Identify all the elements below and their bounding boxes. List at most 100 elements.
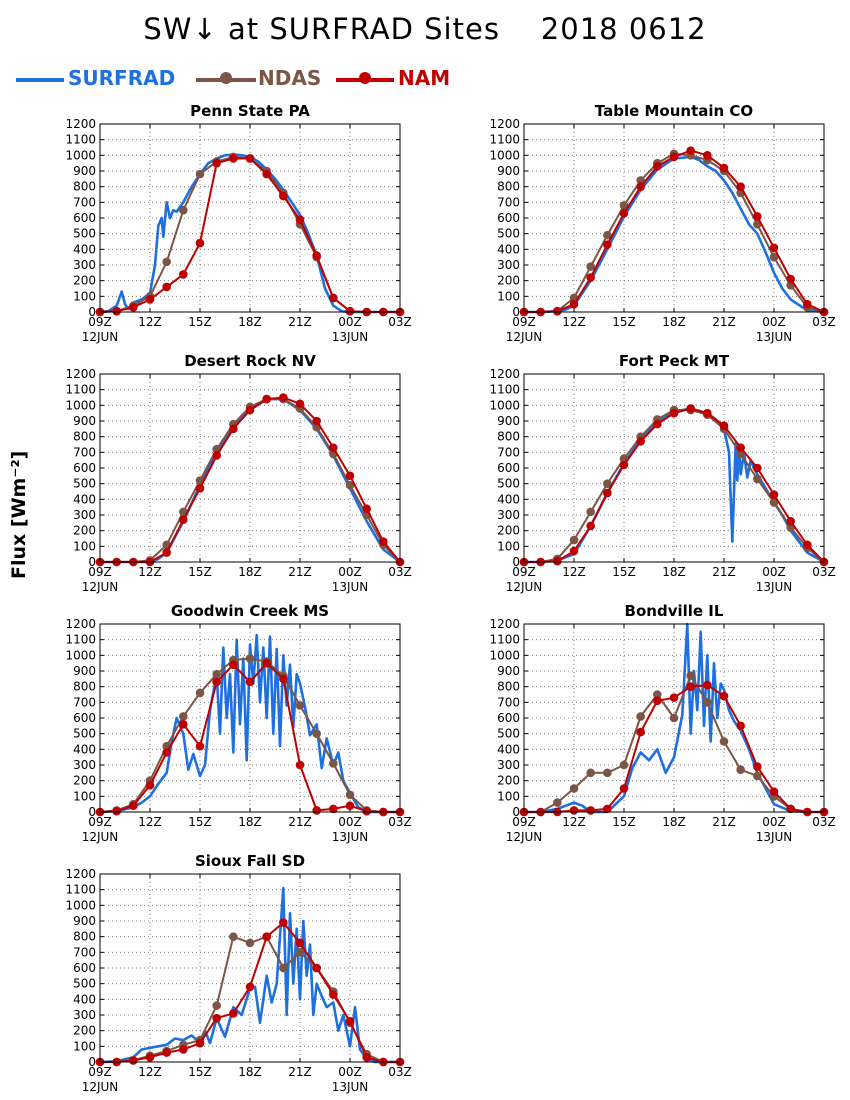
y-tick-label: 400: [497, 742, 520, 756]
y-tick-label: 400: [73, 242, 96, 256]
data-point-nam: [162, 548, 171, 557]
panel-fort-peck-mt: Fort Peck MT 09Z 12Z 15Z 18Z 21Z 00Z 03Z 12JUN 13…: [489, 352, 835, 594]
panel-title: Sioux Fall SD: [195, 852, 305, 870]
data-point-ndas: [162, 257, 171, 267]
x-tick-label: 12Z: [562, 565, 586, 579]
y-tick-label: 400: [73, 492, 96, 506]
y-tick-label: 1200: [489, 117, 520, 131]
y-tick-label: 900: [73, 414, 96, 428]
x-tick-label: 03Z: [812, 815, 836, 829]
x-tick-label: 18Z: [662, 815, 686, 829]
data-point-nam: [719, 691, 729, 701]
data-point-nam: [786, 804, 795, 814]
y-tick-label: 500: [73, 977, 96, 991]
data-point-nam: [603, 804, 612, 814]
data-point-nam: [145, 1053, 155, 1062]
x-tick-label: 15Z: [612, 315, 636, 329]
x-tick-label: 15Z: [188, 565, 212, 579]
data-point-ndas: [636, 712, 645, 721]
data-point-ndas: [179, 712, 188, 721]
data-point-nam: [669, 408, 679, 418]
y-tick-label: 800: [73, 430, 96, 444]
x-tick-label: 21Z: [712, 815, 736, 829]
panel-sioux-fall-sd: Sioux Fall SD 09Z 12Z 15Z 18Z 21Z 00Z 03Z 12JUN 1…: [65, 852, 411, 1094]
y-tick-label: 1100: [489, 133, 520, 147]
plot-frame: [99, 623, 401, 813]
plot-frame: [523, 123, 825, 313]
data-point-nam: [279, 674, 288, 684]
data-point-nam: [786, 274, 795, 284]
y-tick-label: 500: [73, 477, 96, 491]
data-point-nam: [112, 806, 121, 816]
date-label: 12JUN: [82, 830, 119, 844]
panel-title: Desert Rock NV: [184, 352, 316, 370]
y-tick-label: 0: [512, 805, 520, 819]
x-tick-label: 09Z: [88, 565, 112, 579]
y-tick-label: 700: [73, 945, 96, 959]
x-tick-label: 21Z: [288, 315, 312, 329]
data-point-ndas: [753, 474, 762, 484]
data-point-nam: [569, 546, 579, 556]
y-tick-label: 200: [73, 274, 96, 288]
data-point-nam: [262, 169, 271, 179]
plot-frame: [99, 873, 401, 1063]
data-point-ndas: [569, 535, 579, 545]
y-tick-label: 1000: [489, 148, 520, 162]
data-point-nam: [162, 748, 171, 757]
y-tick-label: 800: [497, 680, 520, 694]
x-tick-label: 09Z: [512, 815, 536, 829]
y-tick-label: 1100: [489, 633, 520, 647]
y-tick-label: 200: [497, 774, 520, 788]
y-tick-label: 900: [73, 914, 96, 928]
legend-line: [16, 78, 64, 82]
data-point-nam: [129, 303, 138, 312]
data-point-nam: [145, 781, 155, 790]
date-label: 12JUN: [82, 580, 119, 594]
y-tick-label: 500: [497, 227, 520, 241]
y-tick-label: 400: [497, 492, 520, 506]
data-point-nam: [586, 806, 595, 815]
x-tick-label: 15Z: [188, 315, 212, 329]
data-point-nam: [753, 762, 762, 771]
date-label: 13JUN: [332, 1080, 369, 1094]
plot-frame: [523, 373, 825, 563]
plot-frame: [523, 623, 825, 813]
data-point-nam: [179, 1045, 188, 1054]
y-tick-label: 500: [73, 727, 96, 741]
data-point-ndas: [553, 798, 562, 807]
data-point-nam: [212, 158, 221, 168]
x-tick-label: 18Z: [238, 815, 262, 829]
data-point-ndas: [345, 790, 355, 800]
data-point-nam: [619, 784, 629, 793]
data-point-ndas: [586, 507, 595, 517]
y-tick-label: 900: [497, 664, 520, 678]
data-point-nam: [736, 182, 745, 191]
y-tick-label: 300: [73, 758, 96, 772]
data-point-nam: [129, 801, 138, 811]
y-tick-label: 1200: [489, 617, 520, 631]
legend-marker: [220, 72, 232, 84]
x-tick-label: 21Z: [288, 1065, 312, 1079]
data-point-nam: [295, 938, 305, 948]
data-point-nam: [736, 721, 745, 731]
legend-label: NAM: [398, 66, 451, 90]
x-tick-label: 09Z: [88, 315, 112, 329]
data-point-nam: [569, 806, 579, 815]
y-tick-label: 100: [73, 1039, 96, 1053]
data-point-nam: [753, 212, 762, 221]
data-point-nam: [669, 693, 679, 702]
x-tick-label: 00Z: [762, 315, 786, 329]
data-point-nam: [329, 990, 338, 999]
y-tick-label: 1200: [65, 117, 96, 131]
y-tick-label: 200: [497, 274, 520, 288]
x-tick-label: 00Z: [338, 1065, 362, 1079]
x-tick-label: 15Z: [612, 815, 636, 829]
data-point-nam: [586, 521, 595, 531]
data-point-nam: [229, 424, 238, 434]
data-point-nam: [653, 419, 662, 429]
y-tick-label: 300: [73, 258, 96, 272]
date-label: 13JUN: [332, 830, 369, 844]
x-tick-label: 15Z: [188, 815, 212, 829]
data-point-ndas: [586, 262, 595, 271]
data-point-ndas: [312, 729, 321, 738]
